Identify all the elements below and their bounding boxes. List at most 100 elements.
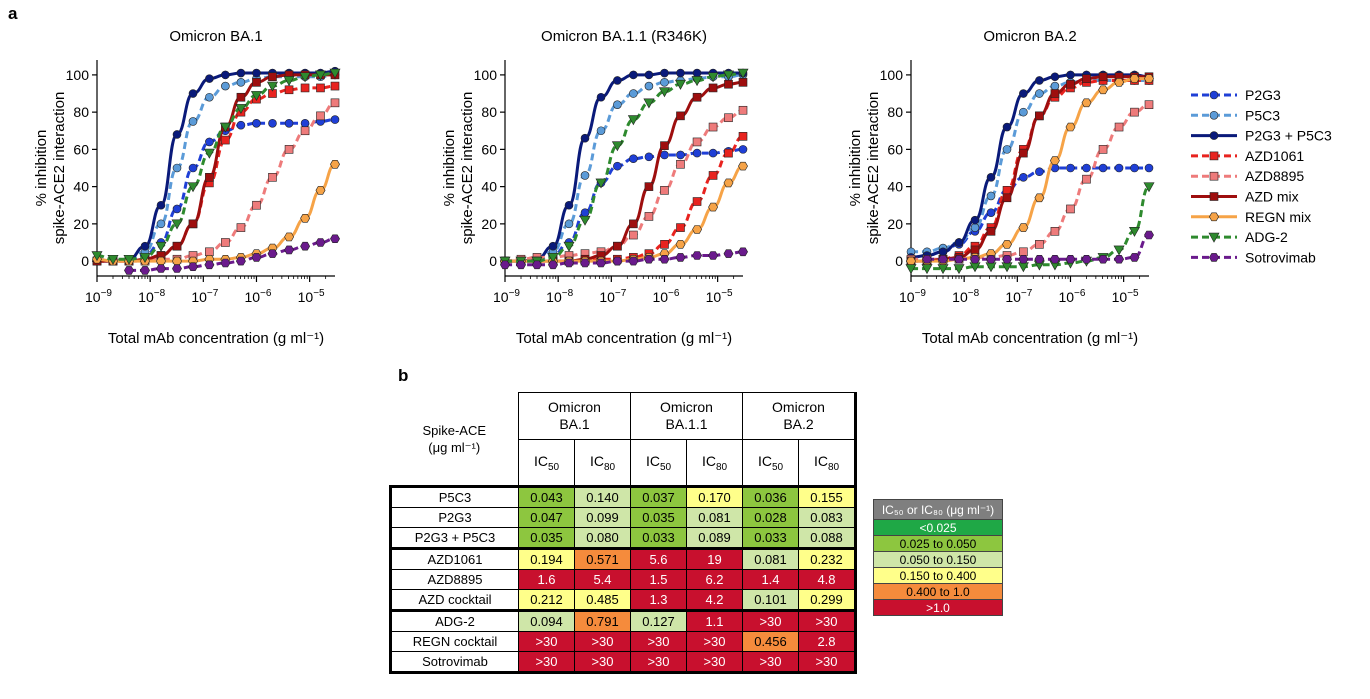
x-tick-label: 10−7 [599, 288, 626, 305]
data-point [738, 145, 748, 154]
data-point [1002, 255, 1012, 264]
data-point [938, 255, 948, 264]
data-point [922, 255, 932, 264]
table-corner-label: Spike-ACE (μg ml⁻¹) [422, 422, 487, 455]
table-cell: >30 [742, 651, 799, 674]
x-tick-label: 10−9 [493, 288, 520, 305]
data-point [205, 247, 214, 257]
data-point [300, 126, 310, 136]
data-point [315, 186, 326, 195]
data-point [707, 72, 719, 83]
table-cell: >30 [686, 651, 743, 674]
table-cell: 4.8 [798, 569, 857, 590]
data-point [172, 256, 182, 266]
data-point [1130, 107, 1139, 117]
x-tick-label: 10−6 [1058, 288, 1085, 305]
row-label: REGN cocktail [389, 631, 519, 652]
data-point [596, 126, 606, 136]
color-key-item: <0.025 [873, 519, 1003, 536]
table-cell: 0.088 [798, 527, 857, 549]
y-tick-label: 40 [887, 179, 903, 195]
data-point [1129, 74, 1140, 83]
x-tick-label: 10−8 [546, 288, 573, 305]
data-point [1035, 111, 1044, 121]
data-point [220, 258, 231, 268]
data-point [580, 133, 590, 143]
data-point [235, 104, 247, 115]
y-tick-label: 80 [73, 104, 89, 120]
data-point [139, 253, 151, 263]
series-line [97, 101, 336, 263]
data-point [644, 81, 654, 91]
data-point [188, 219, 198, 229]
table-row: Sotrovimab >30 >30 >30 >30 >30 >30 [389, 651, 857, 674]
x-tick-label: 10−6 [652, 288, 679, 305]
table-cell: 0.101 [742, 589, 799, 611]
data-point [986, 173, 996, 182]
column-header: IC50 [518, 439, 575, 487]
data-point [986, 208, 996, 217]
data-point [1082, 163, 1091, 173]
legend-marker [1209, 90, 1219, 100]
data-point [906, 256, 916, 266]
data-point [644, 152, 654, 162]
data-point [724, 113, 733, 123]
data-point [708, 148, 718, 158]
data-point [205, 173, 214, 182]
data-point [724, 148, 733, 158]
y-tick-label: 100 [474, 67, 498, 83]
data-point [1098, 255, 1109, 264]
data-point [1081, 255, 1092, 264]
table-cell: 0.035 [518, 527, 575, 549]
data-point [629, 89, 638, 98]
plot-title: Omicron BA.1 [169, 28, 262, 45]
legend-label: AZD mix [1245, 189, 1299, 205]
data-point [659, 255, 670, 264]
y-axis-label: % inhibitionspike-ACE2 interaction [847, 92, 882, 245]
y-tick-label: 0 [895, 253, 903, 269]
y-tick-label: 60 [73, 141, 89, 157]
color-key-item: >1.0 [873, 599, 1003, 616]
data-point [188, 89, 198, 98]
column-group-header: Omicron BA.1.1 [630, 392, 743, 440]
data-point [330, 160, 340, 169]
data-point [266, 81, 278, 92]
series-line [505, 80, 744, 263]
data-point [564, 219, 574, 229]
data-point [986, 191, 996, 201]
series-p2g3 [92, 115, 340, 266]
series-line [505, 250, 744, 267]
table-cell: 0.047 [518, 507, 575, 528]
data-point [675, 253, 686, 262]
data-point [221, 135, 230, 145]
series-line [504, 108, 744, 263]
color-key-item: 0.400 to 1.0 [873, 583, 1003, 600]
data-point [268, 119, 277, 128]
plot-title: Omicron BA.1.1 (R346K) [541, 28, 707, 45]
table-cell: 1.6 [518, 569, 575, 590]
data-point [171, 219, 183, 230]
data-point [316, 83, 325, 93]
series-p2g3 [906, 163, 1154, 262]
x-tick-label: 10−8 [952, 288, 979, 305]
table-row: P5C3 0.043 0.140 0.037 0.170 0.036 0.155 [389, 485, 857, 508]
series-line [97, 73, 335, 263]
data-point [252, 119, 261, 128]
data-point [205, 92, 214, 102]
table-cell: >30 [798, 609, 857, 632]
table-cell: 0.485 [574, 589, 631, 611]
plot-2: Omicron BA.1.1 (R346K) 0 20 40 60 80 100 10−9 10… [441, 28, 749, 347]
data-point [1066, 79, 1075, 89]
data-point [204, 260, 215, 270]
data-point [724, 79, 733, 89]
series-line [911, 185, 1151, 271]
color-key-title: IC₅₀ or IC₈₀ (μg ml⁻¹) [873, 499, 1003, 520]
data-point [738, 105, 748, 115]
data-point [674, 79, 686, 90]
table-cell: >30 [518, 631, 575, 652]
data-point [1035, 167, 1044, 177]
data-point [1143, 182, 1155, 193]
legend-marker [1208, 232, 1220, 243]
data-point [954, 238, 964, 247]
data-point [675, 240, 686, 249]
